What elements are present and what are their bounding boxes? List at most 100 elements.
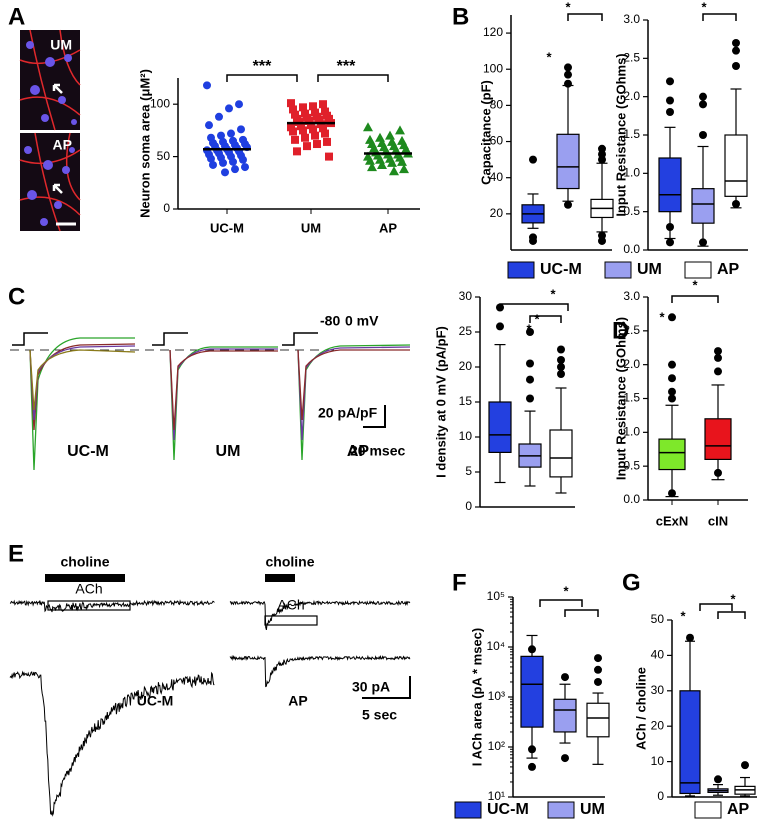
ach-traces [9, 599, 411, 817]
y-tick-label: 40 [651, 648, 665, 662]
data-point [293, 147, 301, 156]
y-tick-label: 10³ [488, 689, 505, 703]
y-tick-label: 100 [150, 96, 170, 110]
x-tick-label: AP [379, 220, 397, 235]
y-tick-label: 2.0 [623, 357, 640, 371]
data-point [225, 104, 233, 113]
trace-label: UC-M [137, 693, 174, 709]
y-tick-label: 5 [465, 464, 472, 478]
data-point [313, 140, 321, 149]
outlier [732, 39, 740, 47]
scale-label: 20 msec [350, 443, 405, 459]
y-tick-label: 20 [490, 206, 504, 220]
data-point [291, 135, 299, 144]
box [488, 401, 512, 454]
y-tick-label: 2.5 [623, 51, 640, 65]
step-label: 0 mV [345, 313, 379, 329]
significance-bracket [699, 603, 733, 611]
outlier [594, 654, 602, 663]
significance: *** [337, 58, 356, 75]
trace-label: UM [216, 443, 241, 460]
outlier [714, 353, 722, 362]
outlier [732, 46, 740, 55]
data-point [203, 81, 211, 90]
box [658, 157, 682, 213]
box [724, 134, 748, 197]
outlier [741, 761, 749, 770]
outlier [732, 200, 740, 208]
significance: * [701, 0, 707, 14]
outlier [666, 108, 674, 116]
y-tick-label: 25 [459, 324, 473, 338]
significance: * [526, 321, 532, 336]
significance-bracket [717, 611, 746, 619]
data-point [289, 127, 297, 136]
data-point [205, 121, 213, 130]
panel-label: D [612, 317, 629, 344]
significance-bracket [499, 303, 569, 311]
data-point [321, 107, 329, 116]
data-point [215, 112, 223, 121]
box [658, 438, 686, 471]
significance-bracket [564, 609, 599, 617]
box [556, 133, 580, 190]
data-point [207, 154, 215, 163]
y-axis-label: I density at 0 mV (pA/pF) [433, 326, 448, 478]
panel-label: F [452, 569, 467, 596]
legend-swatch [454, 801, 482, 819]
y-tick-label: 0.0 [623, 242, 640, 256]
data-point [389, 166, 399, 176]
data-point [309, 102, 317, 111]
significance: * [565, 0, 571, 14]
data-point [239, 155, 247, 164]
trace [229, 654, 411, 688]
data-point [363, 122, 373, 132]
data-point [287, 99, 295, 108]
data-point [307, 121, 315, 130]
y-axis-label: Neuron soma area (μM²) [137, 69, 152, 218]
outlier [668, 374, 676, 383]
y-tick-label: 40 [490, 170, 504, 184]
y-tick-label: 0 [163, 201, 170, 215]
y-tick-label: 10⁴ [486, 639, 505, 653]
box [553, 698, 577, 733]
x-tick-label: cExN [656, 513, 689, 528]
trace-label: AP [347, 443, 370, 460]
legend-label: AP [727, 801, 750, 818]
significance: * [546, 49, 552, 64]
significance: *** [253, 58, 272, 75]
outlier [528, 745, 536, 754]
x-tick-label: UC-M [210, 220, 244, 235]
y-tick-label: 1.0 [623, 425, 640, 439]
outlier [668, 387, 676, 396]
y-axis-label: Input Resistance (GOhms) [613, 53, 628, 216]
outlier [529, 233, 537, 242]
legend-swatch [547, 801, 575, 819]
y-tick-label: 1.5 [623, 391, 640, 405]
data-point [319, 124, 327, 133]
legend-swatch [604, 261, 632, 279]
data-point [311, 108, 319, 117]
y-tick-label: 10² [488, 739, 505, 753]
outlier [564, 63, 572, 72]
data-point [217, 131, 225, 140]
panel-label: E [8, 540, 24, 567]
outlier [557, 345, 565, 354]
data-point [305, 116, 313, 125]
y-tick-label: 2.5 [623, 323, 640, 337]
outlier [699, 131, 707, 139]
outlier [666, 77, 674, 86]
scale-label: 5 sec [362, 707, 397, 723]
data-point [221, 168, 229, 177]
step-label: -80 [320, 313, 340, 329]
outlier [557, 356, 565, 364]
data-point [209, 160, 217, 169]
data-point [301, 109, 309, 118]
y-tick-label: 100 [483, 61, 503, 75]
y-axis-label: Capacitance (pF) [478, 80, 493, 185]
legend-swatch [684, 261, 712, 279]
data-point [323, 137, 331, 146]
data-point [309, 125, 317, 134]
